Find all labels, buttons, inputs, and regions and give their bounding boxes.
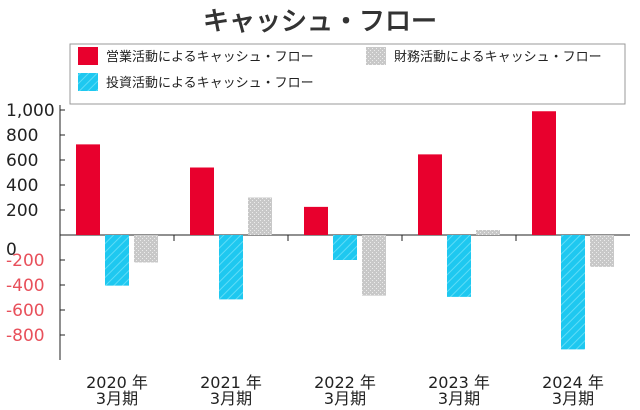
legend-swatch-0 <box>78 47 98 65</box>
bar-s1-c1 <box>219 235 243 300</box>
x-label-month: 3月期 <box>324 389 366 408</box>
bar-s2-c4 <box>590 235 614 267</box>
bar-s2-c2 <box>362 235 386 296</box>
x-label-month: 3月期 <box>552 389 594 408</box>
bar-s0-c4 <box>532 111 556 235</box>
x-label-month: 3月期 <box>96 389 138 408</box>
bar-s0-c3 <box>418 154 442 235</box>
bar-s0-c1 <box>190 167 214 235</box>
chart-legend: 営業活動によるキャッシュ・フロー 財務活動によるキャッシュ・フロー投資活動によるキ… <box>69 43 626 105</box>
x-label-year: 2020 年 <box>86 373 148 392</box>
bar-s0-c2 <box>304 206 328 235</box>
legend-label-1: 投資活動によるキャッシュ・フロー <box>106 75 314 91</box>
bar-s2-c1 <box>248 197 272 235</box>
y-tick-label: -400 <box>6 276 45 296</box>
y-tick-label: 0 <box>6 240 17 260</box>
y-tick-label: -800 <box>6 326 45 346</box>
bar-s1-c0 <box>105 235 129 286</box>
bar-s1-c3 <box>447 235 471 297</box>
chart-title: キャッシュ・フロー <box>203 7 437 37</box>
x-label-year: 2021 年 <box>200 373 262 392</box>
x-label-year: 2023 年 <box>428 373 490 392</box>
y-tick-label: 1,000 <box>6 101 55 121</box>
x-label-year: 2022 年 <box>314 373 376 392</box>
y-tick-label: -200 <box>6 251 45 271</box>
y-tick-label: 200 <box>6 201 38 221</box>
bar-s2-c3 <box>476 230 500 235</box>
legend-swatch-2 <box>366 47 386 65</box>
bar-s2-c0 <box>134 235 158 263</box>
y-tick-label: 400 <box>6 176 38 196</box>
bar-s1-c4 <box>561 235 585 350</box>
y-tick-label: -600 <box>6 301 45 321</box>
x-label-month: 3月期 <box>210 389 252 408</box>
x-label-year: 2024 年 <box>542 373 604 392</box>
x-label-month: 3月期 <box>438 389 480 408</box>
bar-s1-c2 <box>333 235 357 260</box>
legend-label-0: 営業活動によるキャッシュ・フロー <box>106 49 314 65</box>
y-tick-label: 800 <box>6 126 38 146</box>
legend-box <box>69 43 626 105</box>
y-axis: 1,000 800 600 400 200 0-200 -400 -600 -800 <box>6 101 65 360</box>
bars <box>76 111 614 350</box>
legend-label-2: 財務活動によるキャッシュ・フロー <box>394 50 602 65</box>
y-tick-label: 600 <box>6 151 38 171</box>
legend-swatch-1 <box>78 73 98 91</box>
bar-s0-c0 <box>76 144 100 235</box>
